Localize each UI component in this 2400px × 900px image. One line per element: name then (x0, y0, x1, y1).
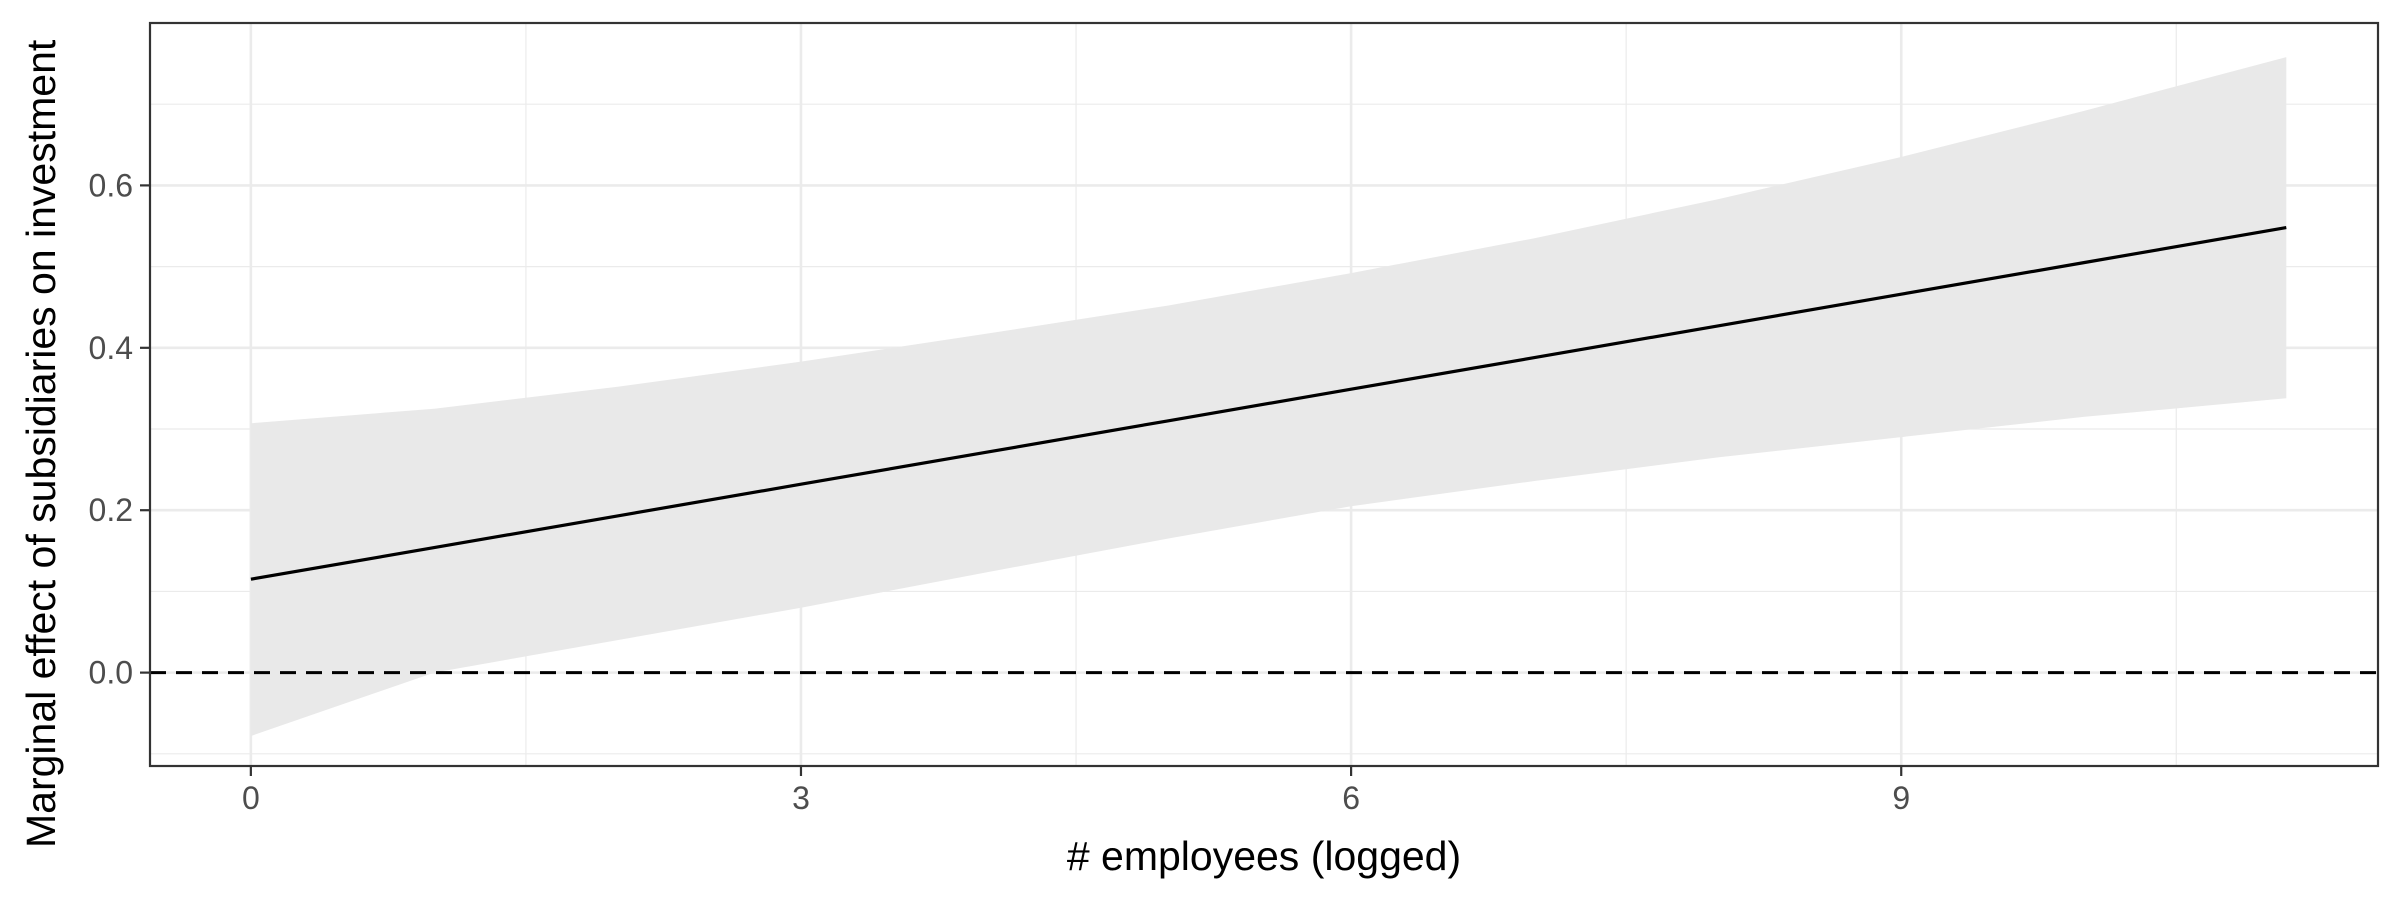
marginal-effect-line (250, 226, 2287, 581)
panel-border (148, 21, 2380, 768)
confidence-band (250, 57, 2287, 737)
y-tick-label: 0.0 (89, 655, 133, 691)
x-tick-label: 6 (1342, 780, 1360, 816)
y-axis-title: Marginal effect of subsidiaries on inves… (18, 39, 64, 848)
y-tick-label: 0.6 (89, 167, 133, 203)
x-axis-title: # employees (logged) (1067, 833, 1461, 879)
y-axis-ticks: 0.0 0.2 0.4 0.6 (89, 167, 150, 691)
x-tick-label: 3 (792, 780, 810, 816)
y-tick-label: 0.4 (89, 330, 133, 366)
y-tick-label: 0.2 (89, 492, 133, 528)
x-tick-label: 9 (1892, 780, 1910, 816)
x-axis-ticks: 0 3 6 9 (242, 766, 1910, 816)
x-tick-label: 0 (242, 780, 260, 816)
